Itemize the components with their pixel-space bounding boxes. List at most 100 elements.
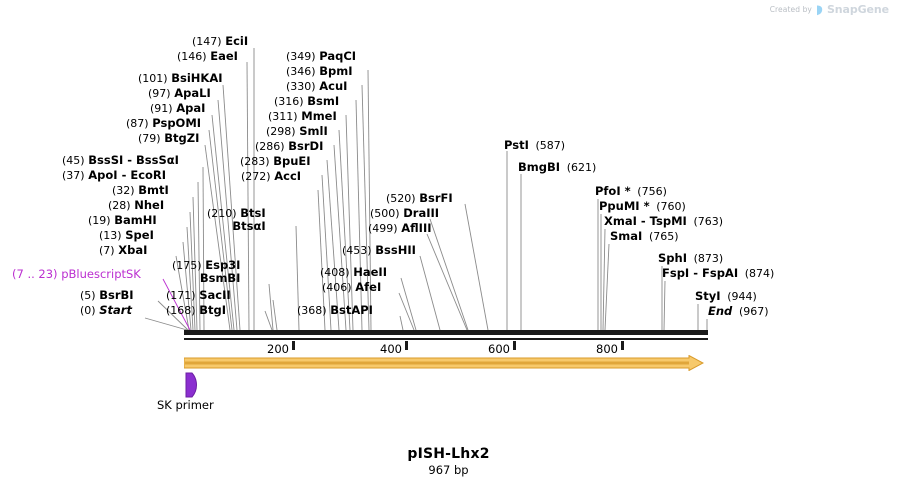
- site-label-acci[interactable]: (272) AccI: [241, 170, 301, 183]
- site-label-apoi[interactable]: (37) ApoI - EcoRI: [62, 169, 166, 182]
- site-enz-eci1: EciI: [225, 34, 249, 48]
- site-pos-bamhi: (19): [88, 214, 111, 227]
- site-label-bpmi[interactable]: (346) BpmI: [286, 65, 353, 78]
- ruler-tick-600: [513, 341, 516, 350]
- site-label-bstapi[interactable]: (368) BstAPI: [297, 304, 373, 317]
- orf-arrow: [184, 355, 704, 371]
- site-label-nhei[interactable]: (28) NheI: [108, 199, 164, 212]
- site-label-bamhi[interactable]: (19) BamHI: [88, 214, 157, 227]
- site-label-bpuei[interactable]: (283) BpuEI: [240, 155, 311, 168]
- site-label-fspi[interactable]: FspI - FspAI (874): [662, 267, 774, 280]
- site-pos-haeii: (408): [320, 266, 350, 279]
- site-label-sacii[interactable]: (171) SacII: [166, 289, 231, 302]
- site-pos-sphi: (873): [693, 252, 724, 265]
- site-enz-apali: ApaLI: [174, 86, 211, 100]
- site-label-spei[interactable]: (13) SpeI: [99, 229, 154, 242]
- site-label-apali[interactable]: (97) ApaLI: [148, 87, 211, 100]
- site-pos-xbai: (7): [99, 244, 115, 257]
- site-label-pfoi[interactable]: PfoI * (756): [595, 185, 667, 198]
- site-label-eci1[interactable]: (147) EciI: [192, 35, 248, 48]
- site-label-end[interactable]: End (967): [708, 305, 769, 318]
- site-label-eae1[interactable]: (146) EaeI: [177, 50, 238, 63]
- site-label-btgi[interactable]: (168) BtgI: [166, 304, 226, 317]
- site-pos-pspomi: (87): [126, 117, 149, 130]
- site-label-sphi[interactable]: SphI (873): [658, 252, 723, 265]
- feature-label-pbluescriptsk[interactable]: (7 .. 23) pBluescriptSK: [12, 267, 141, 281]
- ruler-tick-200: [292, 341, 295, 350]
- site-enz-styi: StyI: [695, 289, 721, 303]
- site-enz-fspi: FspI - FspAI: [662, 266, 739, 280]
- snapgene-leaf-icon: [816, 4, 823, 15]
- site-pos-smli: (298): [266, 125, 296, 138]
- site-enz-bsrbi: BsrBI: [99, 288, 134, 302]
- site-pos-bmgbi: (621): [566, 161, 597, 174]
- site-label-bsssi[interactable]: (45) BssSI - BssSαI: [62, 154, 179, 167]
- site-label-bsrfi[interactable]: (520) BsrFI: [386, 192, 453, 205]
- site-label-bsrdi[interactable]: (286) BsrDI: [255, 140, 323, 153]
- site-label-btgzi[interactable]: (79) BtgZI: [138, 132, 199, 145]
- site-enz-apoi: ApoI - EcoRI: [88, 168, 167, 182]
- site-label-bmgbi[interactable]: BmgBI (621): [518, 161, 596, 174]
- site-pos-sacii: (171): [166, 289, 196, 302]
- site-pos-btgzi: (79): [138, 132, 161, 145]
- site-label-start[interactable]: (0) Start: [80, 304, 132, 317]
- site-label-ppumi[interactable]: PpuMI * (760): [599, 200, 686, 213]
- plasmid-title: pISH-Lhx2: [407, 446, 490, 462]
- site-pos-afliii: (499): [368, 222, 398, 235]
- site-label-pspomi[interactable]: (87) PspOMI: [126, 117, 201, 130]
- site-label-smai[interactable]: SmaI (765): [610, 230, 679, 243]
- site-enz-bmgbi: BmgBI: [518, 160, 561, 174]
- site-pos-pfoi: (756): [637, 185, 667, 198]
- site-pos-bpuei: (283): [240, 155, 270, 168]
- site-label-btsi[interactable]: (210) BtsI BtsαI: [207, 207, 266, 232]
- site-pos-bpmi: (346): [286, 65, 316, 78]
- sk-primer-marker[interactable]: [184, 372, 198, 400]
- site-label-afei[interactable]: (406) AfeI: [322, 281, 381, 294]
- feature-range-pbluescriptsk: (7 .. 23): [12, 267, 58, 281]
- site-pos-apali: (97): [148, 87, 171, 100]
- site-enz-spei: SpeI: [125, 228, 154, 242]
- site-enz-pfoi: PfoI *: [595, 184, 631, 198]
- site-pos-eci1: (147): [192, 35, 222, 48]
- site-pos-bsmi: (316): [274, 95, 304, 108]
- site-label-esp3i[interactable]: (175) Esp3I BsmBI: [172, 259, 240, 284]
- site-label-xmai[interactable]: XmaI - TspMI (763): [604, 215, 723, 228]
- site-pos-bsrdi: (286): [255, 140, 285, 153]
- site-pos-fspi: (874): [744, 267, 775, 280]
- site-label-styi[interactable]: StyI (944): [695, 290, 757, 303]
- site-pos-ppumi: (760): [656, 200, 686, 213]
- site-enz-bsmi: BsmI: [307, 94, 340, 108]
- site-label-psti[interactable]: PstI (587): [504, 139, 565, 152]
- site-label-bsshii[interactable]: (453) BssHII: [342, 244, 416, 257]
- site-label-bmti[interactable]: (32) BmtI: [112, 184, 169, 197]
- site-label-paqci[interactable]: (349) PaqCI: [286, 50, 356, 63]
- site-enz-nhei: NheI: [134, 198, 165, 212]
- site-label-mmei[interactable]: (311) MmeI: [268, 110, 337, 123]
- site-label-bsihkai[interactable]: (101) BsiHKAI: [138, 72, 223, 85]
- site-label-draiii[interactable]: (500) DraIII: [370, 207, 439, 220]
- site-label-apai[interactable]: (91) ApaI: [150, 102, 205, 115]
- site-label-bsmi[interactable]: (316) BsmI: [274, 95, 339, 108]
- site-pos-mmei: (311): [268, 110, 298, 123]
- site-enz-smai: SmaI: [610, 229, 643, 243]
- site-enz-mmei: MmeI: [301, 109, 337, 123]
- site-enz-bsrfi: BsrFI: [419, 191, 453, 205]
- site-enz-sphi: SphI: [658, 251, 687, 265]
- site-label-acui[interactable]: (330) AcuI: [286, 80, 347, 93]
- ruler-tick-label-800: 800: [596, 342, 618, 356]
- site-enz2-esp3i: BsmBI: [199, 271, 241, 285]
- site-pos-eae1: (146): [177, 50, 207, 63]
- site-enz-acui: AcuI: [319, 79, 348, 93]
- site-label-xbai[interactable]: (7) XbaI: [99, 244, 147, 257]
- site-label-haeii[interactable]: (408) HaeII: [320, 266, 387, 279]
- site-label-smli[interactable]: (298) SmlI: [266, 125, 328, 138]
- site-pos-bstapi: (368): [297, 304, 327, 317]
- site-label-bsrbi[interactable]: (5) BsrBI: [80, 289, 134, 302]
- site-enz-bsihkai: BsiHKAI: [171, 71, 223, 85]
- site-label-afliii[interactable]: (499) AflIII: [368, 222, 432, 235]
- site-enz-smli: SmlI: [299, 124, 328, 138]
- site-enz-btgzi: BtgZI: [164, 131, 200, 145]
- site-pos-esp3i: (175): [172, 259, 202, 272]
